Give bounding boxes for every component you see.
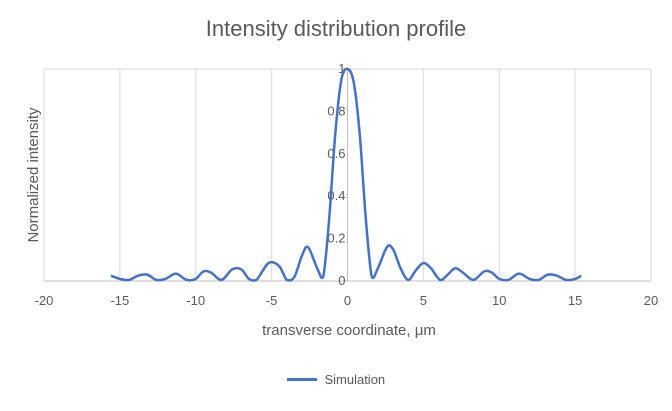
legend: Simulation bbox=[0, 371, 672, 387]
axes bbox=[44, 69, 651, 282]
x-axis-title: transverse coordinate, μm bbox=[262, 322, 436, 339]
x-tick-label: 15 bbox=[568, 293, 582, 308]
series-line-simulation bbox=[110, 67, 582, 282]
x-tick-label: -20 bbox=[35, 293, 54, 308]
y-tick-label: 0.2 bbox=[327, 231, 345, 246]
y-tick-label: 0 bbox=[338, 273, 345, 288]
x-tick-label: -15 bbox=[110, 293, 129, 308]
legend-label-simulation: Simulation bbox=[324, 372, 386, 388]
x-tick-label: 0 bbox=[344, 293, 351, 308]
y-tick-labels: 00.20.40.60.81 bbox=[327, 61, 345, 288]
legend-swatch-simulation bbox=[286, 378, 317, 382]
y-tick-label: 0.6 bbox=[327, 146, 345, 161]
x-tick-label: -5 bbox=[266, 293, 278, 308]
chart-title: Intensity distribution profile bbox=[205, 16, 467, 41]
x-tick-label: 10 bbox=[492, 293, 506, 308]
x-tick-label: 20 bbox=[644, 293, 658, 308]
series-layer bbox=[110, 67, 582, 282]
y-tick-label: 1 bbox=[338, 61, 345, 76]
y-axis-title: Normalized intensity bbox=[25, 107, 42, 243]
x-tick-label: -10 bbox=[186, 293, 205, 308]
x-tick-labels: -20 -15 -10 -5 0 5 10 15 20 bbox=[35, 293, 659, 308]
x-tick-label: 5 bbox=[420, 293, 427, 308]
